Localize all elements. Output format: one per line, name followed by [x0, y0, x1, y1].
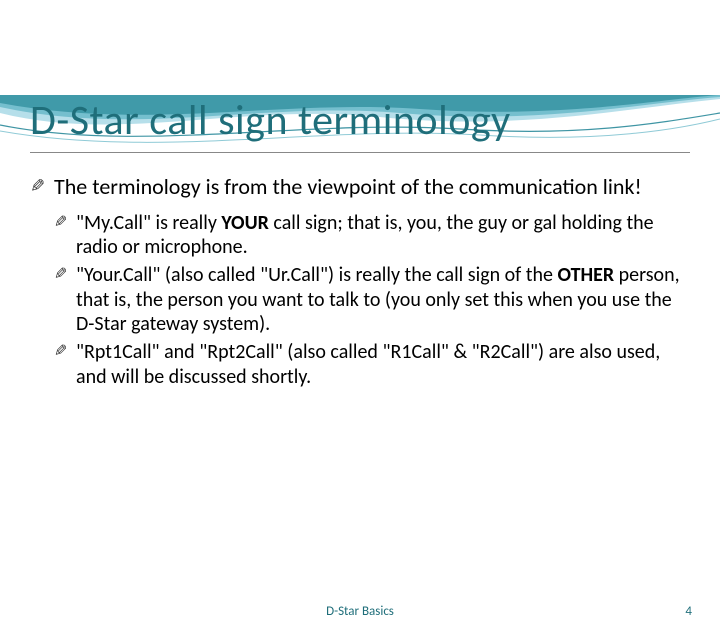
slide-title: D-Star call sign terminology	[30, 95, 690, 153]
sub-bullet: "Your.Call" (also called "Ur.Call") is r…	[54, 263, 690, 336]
footer-label: D-Star Basics	[326, 604, 394, 619]
sub-bullet: "My.Call" is really YOUR call sign; that…	[54, 211, 690, 260]
sub-bullet: "Rpt1Call" and "Rpt2Call" (also called "…	[54, 340, 690, 389]
sub-bullet-list: "My.Call" is really YOUR call sign; that…	[30, 211, 690, 390]
main-bullet: The terminology is from the viewpoint of…	[30, 173, 690, 201]
page-number: 4	[685, 604, 692, 619]
slide-content: D-Star call sign terminology The termino…	[0, 95, 720, 389]
